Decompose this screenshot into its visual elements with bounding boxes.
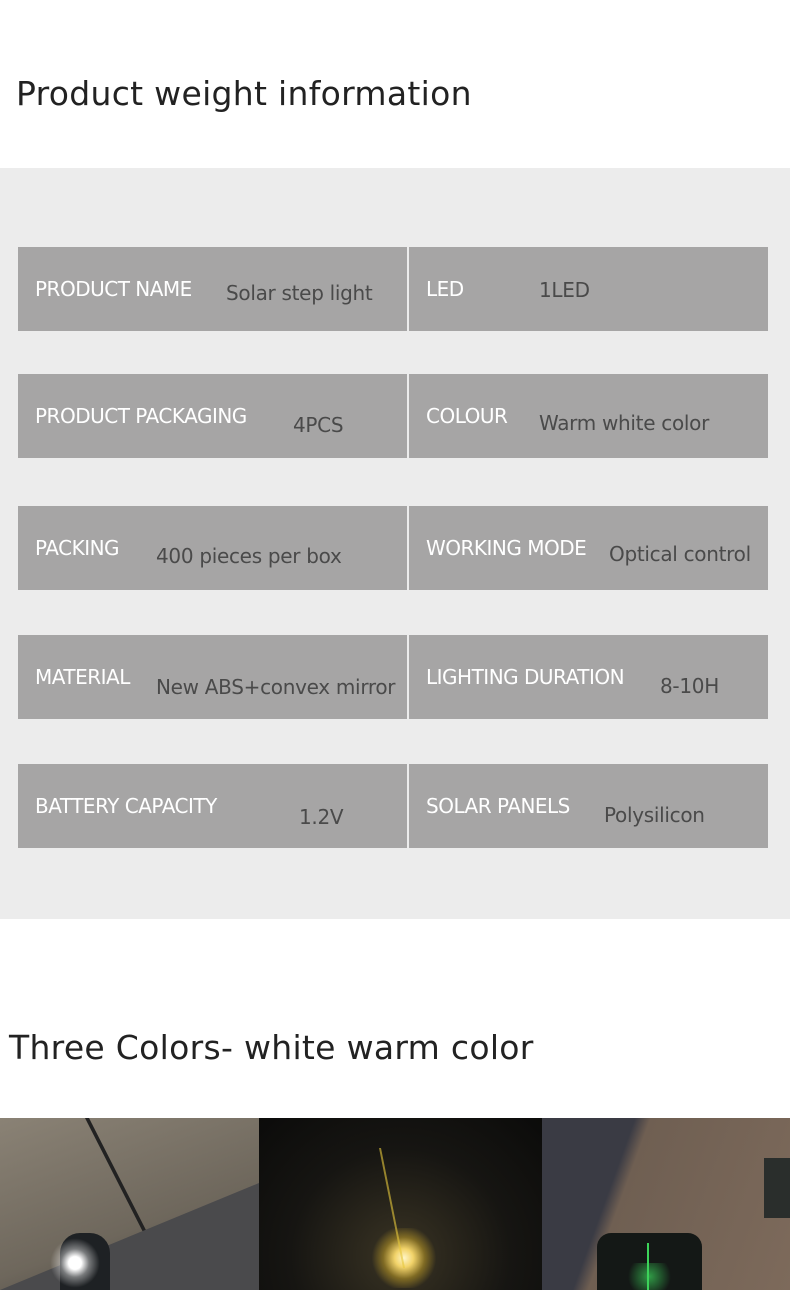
spec-cell: BATTERY CAPACITY 1.2V — [18, 764, 407, 848]
colors-heading: Three Colors- white warm color — [9, 1028, 534, 1067]
spec-value: New ABS+convex mirror — [156, 675, 396, 699]
spec-cell: PRODUCT NAME Solar step light — [18, 247, 407, 331]
spec-value: 1.2V — [299, 805, 344, 829]
spec-cell: SOLAR PANELS Polysilicon — [409, 764, 768, 848]
window — [764, 1158, 790, 1218]
spec-label: LED — [426, 277, 464, 301]
spec-cell: LIGHTING DURATION 8-10H — [409, 635, 768, 719]
spec-value: Optical control — [609, 542, 751, 566]
spec-label: LIGHTING DURATION — [426, 665, 625, 689]
spec-cell: PACKING 400 pieces per box — [18, 506, 407, 590]
spec-label: PACKING — [35, 536, 120, 560]
spec-label: BATTERY CAPACITY — [35, 794, 217, 818]
spec-label: PRODUCT PACKAGING — [35, 404, 247, 428]
green-glow — [622, 1263, 677, 1290]
spec-label: COLOUR — [426, 404, 508, 428]
spec-label: WORKING MODE — [426, 536, 587, 560]
product-photos — [0, 1118, 790, 1290]
spec-value: 1LED — [539, 278, 590, 302]
spec-cell: WORKING MODE Optical control — [409, 506, 768, 590]
spec-value: Polysilicon — [604, 803, 705, 827]
spec-value: 4PCS — [293, 413, 344, 437]
spec-label: PRODUCT NAME — [35, 277, 192, 301]
spec-cell: PRODUCT PACKAGING 4PCS — [18, 374, 407, 458]
white-glow — [50, 1238, 100, 1288]
spec-value: 400 pieces per box — [156, 544, 342, 568]
photo-white-light — [0, 1118, 259, 1290]
spec-cell: MATERIAL New ABS+convex mirror — [18, 635, 407, 719]
warm-glow — [369, 1228, 439, 1288]
spec-value: Warm white color — [539, 411, 710, 435]
spec-value: Solar step light — [226, 281, 373, 305]
spec-cell: COLOUR Warm white color — [409, 374, 768, 458]
spec-value: 8-10H — [660, 674, 719, 698]
photo-green-light — [542, 1118, 790, 1290]
spec-label: MATERIAL — [35, 665, 130, 689]
spec-cell: LED 1LED — [409, 247, 768, 331]
photo-warm-light — [259, 1118, 542, 1290]
page-title: Product weight information — [16, 74, 472, 113]
spec-table: PRODUCT NAME Solar step light LED 1LED PRO… — [0, 168, 790, 919]
spec-label: SOLAR PANELS — [426, 794, 570, 818]
